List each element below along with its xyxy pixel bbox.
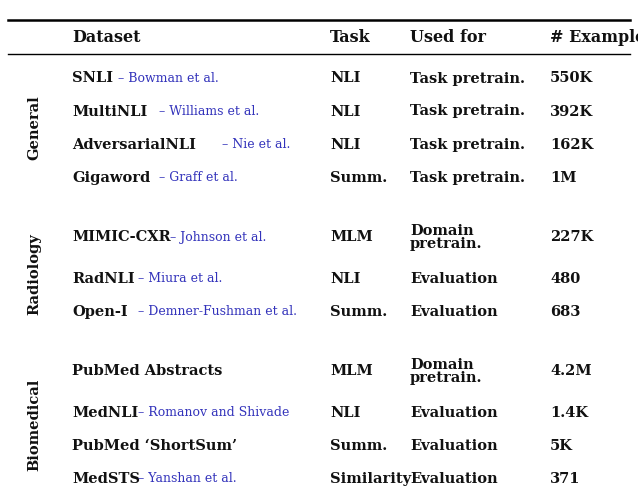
Text: Task pretrain.: Task pretrain. <box>410 171 525 184</box>
Text: 1M: 1M <box>550 171 577 184</box>
Text: Summ.: Summ. <box>330 438 387 453</box>
Text: Task: Task <box>330 29 371 45</box>
Text: – Williams et al.: – Williams et al. <box>155 105 260 118</box>
Text: Domain: Domain <box>410 358 473 371</box>
Text: Gigaword: Gigaword <box>72 171 151 184</box>
Text: NLI: NLI <box>330 272 360 285</box>
Text: – Johnson et al.: – Johnson et al. <box>166 230 266 244</box>
Text: Biomedical: Biomedical <box>27 378 41 471</box>
Text: pretrain.: pretrain. <box>410 370 482 385</box>
Text: Summ.: Summ. <box>330 305 387 318</box>
Text: MultiNLI: MultiNLI <box>72 104 147 119</box>
Text: Evaluation: Evaluation <box>410 405 498 420</box>
Text: PubMed ‘ShortSum’: PubMed ‘ShortSum’ <box>72 438 237 453</box>
Text: AdversarialNLI: AdversarialNLI <box>72 137 196 152</box>
Text: – Graff et al.: – Graff et al. <box>155 171 238 184</box>
Text: 227K: 227K <box>550 230 593 244</box>
Text: MedNLI: MedNLI <box>72 405 138 420</box>
Text: 392K: 392K <box>550 104 593 119</box>
Text: 5K: 5K <box>550 438 573 453</box>
Text: 683: 683 <box>550 305 581 318</box>
Text: Evaluation: Evaluation <box>410 272 498 285</box>
Text: Task pretrain.: Task pretrain. <box>410 71 525 86</box>
Text: Similarity: Similarity <box>330 471 411 486</box>
Text: 162K: 162K <box>550 137 593 152</box>
Text: NLI: NLI <box>330 71 360 86</box>
Text: Evaluation: Evaluation <box>410 305 498 318</box>
Text: 4.2M: 4.2M <box>550 364 591 378</box>
Text: – Demner-Fushman et al.: – Demner-Fushman et al. <box>135 305 297 318</box>
Text: Summ.: Summ. <box>330 171 387 184</box>
Text: RadNLI: RadNLI <box>72 272 135 285</box>
Text: SNLI: SNLI <box>72 71 113 86</box>
Text: – Bowman et al.: – Bowman et al. <box>114 72 218 85</box>
Text: Open-I: Open-I <box>72 305 128 318</box>
Text: 1.4K: 1.4K <box>550 405 588 420</box>
Text: MedSTS: MedSTS <box>72 471 140 486</box>
Text: Radiology: Radiology <box>27 233 41 315</box>
Text: MLM: MLM <box>330 364 373 378</box>
Text: Dataset: Dataset <box>72 29 140 45</box>
Text: – Romanov and Shivade: – Romanov and Shivade <box>135 406 290 419</box>
Text: PubMed Abstracts: PubMed Abstracts <box>72 364 223 378</box>
Text: Evaluation: Evaluation <box>410 438 498 453</box>
Text: General: General <box>27 95 41 160</box>
Text: NLI: NLI <box>330 104 360 119</box>
Text: NLI: NLI <box>330 137 360 152</box>
Text: – Yanshan et al.: – Yanshan et al. <box>135 472 237 485</box>
Text: Used for: Used for <box>410 29 486 45</box>
Text: # Examples: # Examples <box>550 29 638 45</box>
Text: 371: 371 <box>550 471 581 486</box>
Text: Domain: Domain <box>410 223 473 238</box>
Text: MLM: MLM <box>330 230 373 244</box>
Text: pretrain.: pretrain. <box>410 237 482 250</box>
Text: MIMIC-CXR: MIMIC-CXR <box>72 230 171 244</box>
Text: – Miura et al.: – Miura et al. <box>135 272 223 285</box>
Text: 550K: 550K <box>550 71 593 86</box>
Text: Task pretrain.: Task pretrain. <box>410 137 525 152</box>
Text: Evaluation: Evaluation <box>410 471 498 486</box>
Text: 480: 480 <box>550 272 580 285</box>
Text: Task pretrain.: Task pretrain. <box>410 104 525 119</box>
Text: NLI: NLI <box>330 405 360 420</box>
Text: – Nie et al.: – Nie et al. <box>218 138 290 151</box>
